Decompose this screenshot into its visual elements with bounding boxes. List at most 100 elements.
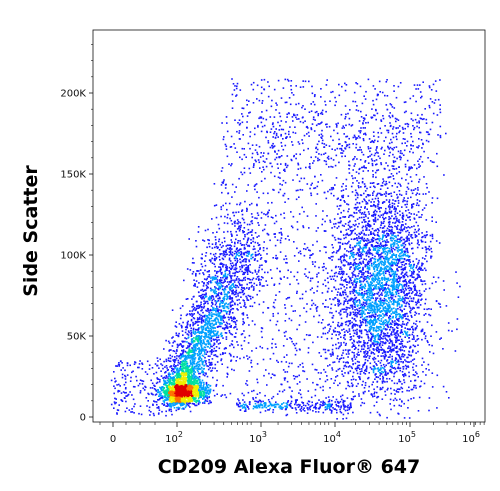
event-dot	[397, 285, 400, 288]
event-dot	[387, 296, 390, 299]
event-dot	[380, 269, 383, 272]
event-dot	[182, 356, 184, 358]
event-dot	[211, 315, 214, 318]
event-dot	[180, 403, 183, 405]
event-dot	[338, 208, 340, 210]
event-dot	[180, 363, 182, 366]
event-dot	[170, 349, 172, 351]
event-dot	[197, 363, 200, 366]
event-dot	[180, 383, 183, 386]
event-dot	[377, 249, 379, 251]
event-dot	[242, 260, 244, 263]
event-dot	[357, 354, 359, 356]
event-dot	[223, 252, 225, 254]
event-dot	[185, 372, 187, 374]
event-dot	[191, 385, 193, 387]
event-dot	[384, 321, 387, 324]
event-dot	[194, 333, 196, 335]
event-dot	[390, 313, 393, 315]
event-dot	[385, 180, 387, 183]
event-dot	[215, 317, 217, 319]
event-dot	[237, 271, 239, 273]
event-dot	[204, 260, 206, 262]
event-dot	[166, 402, 168, 405]
event-dot	[224, 295, 226, 298]
event-dot	[194, 353, 197, 355]
event-dot	[334, 304, 336, 306]
event-dot	[393, 206, 396, 208]
event-dot	[406, 331, 409, 333]
event-dot	[393, 258, 395, 261]
event-dot	[196, 381, 199, 383]
event-dot	[373, 395, 376, 397]
event-dot	[330, 269, 333, 272]
event-dot	[210, 281, 213, 284]
event-dot	[165, 365, 168, 367]
event-dot	[235, 267, 238, 270]
event-dot	[376, 183, 379, 185]
event-dot	[171, 391, 174, 394]
event-dot	[382, 251, 384, 254]
event-dot	[207, 316, 210, 319]
event-dot	[153, 384, 155, 387]
event-dot	[166, 384, 169, 387]
event-dot	[379, 256, 382, 258]
event-dot	[224, 310, 227, 312]
event-dot	[377, 291, 380, 294]
event-dot	[387, 233, 390, 236]
event-dot	[230, 285, 232, 287]
event-dot	[357, 364, 359, 367]
event-dot	[224, 274, 227, 276]
event-dot	[228, 352, 231, 355]
event-dot	[376, 264, 378, 266]
event-dot	[215, 258, 217, 260]
event-dot	[377, 287, 380, 290]
event-dot	[165, 393, 167, 395]
event-dot	[211, 303, 214, 305]
event-dot	[387, 287, 389, 289]
event-dot	[186, 268, 189, 270]
event-dot	[205, 289, 207, 291]
event-dot	[226, 281, 229, 283]
event-dot	[229, 344, 231, 347]
event-dot	[208, 259, 211, 261]
event-dot	[371, 383, 373, 386]
event-dot	[190, 343, 192, 345]
event-dot	[191, 376, 193, 379]
event-dot	[372, 246, 374, 248]
event-dot	[186, 364, 189, 367]
event-dot	[215, 334, 217, 336]
event-dot	[385, 207, 387, 210]
event-dot	[251, 284, 253, 287]
event-dot	[230, 287, 233, 290]
event-dot	[211, 257, 213, 260]
event-dot	[189, 401, 191, 403]
event-dot	[419, 267, 421, 269]
event-dot	[218, 309, 220, 311]
event-dot	[363, 387, 366, 389]
event-dot	[374, 322, 376, 325]
event-dot	[219, 253, 222, 256]
event-dot	[368, 138, 371, 140]
event-dot	[191, 382, 193, 384]
event-dot	[202, 320, 205, 323]
event-dot	[207, 389, 209, 391]
event-dot	[208, 312, 211, 315]
event-dot	[243, 305, 245, 307]
event-dot	[213, 394, 216, 397]
event-dot	[238, 298, 240, 301]
event-dot	[169, 378, 171, 381]
event-dot	[192, 375, 194, 378]
event-dot	[205, 400, 207, 402]
event-dot	[182, 377, 185, 380]
event-dot	[383, 370, 386, 373]
event-dot	[174, 366, 176, 369]
event-dot	[349, 229, 352, 232]
event-dot	[190, 379, 192, 382]
event-dot	[199, 350, 202, 352]
event-dot	[171, 385, 174, 387]
event-dot	[235, 277, 238, 280]
event-dot	[190, 354, 192, 357]
event-dot	[191, 262, 194, 264]
event-dot	[391, 250, 393, 252]
